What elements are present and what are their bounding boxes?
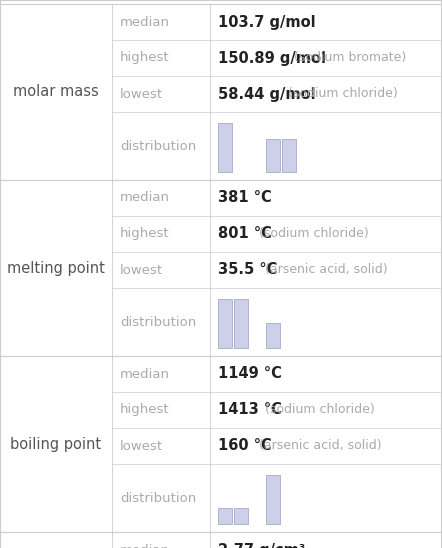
Text: median: median — [120, 544, 170, 548]
Text: (sodium chloride): (sodium chloride) — [259, 227, 369, 241]
Bar — [218, 299, 232, 348]
Text: (arsenic acid, solid): (arsenic acid, solid) — [265, 264, 387, 277]
Text: boiling point: boiling point — [11, 437, 102, 452]
Text: 35.5 °C: 35.5 °C — [218, 262, 278, 277]
Text: lowest: lowest — [120, 88, 163, 100]
Text: lowest: lowest — [120, 439, 163, 453]
Text: molar mass: molar mass — [13, 84, 99, 100]
Text: 1413 °C: 1413 °C — [218, 402, 282, 418]
Text: distribution: distribution — [120, 492, 196, 505]
Text: highest: highest — [120, 52, 170, 65]
Text: lowest: lowest — [120, 264, 163, 277]
Text: 58.44 g/mol: 58.44 g/mol — [218, 87, 316, 101]
Text: distribution: distribution — [120, 140, 196, 152]
Text: median: median — [120, 368, 170, 380]
Text: highest: highest — [120, 227, 170, 241]
Bar — [266, 323, 280, 348]
Text: 801 °C: 801 °C — [218, 226, 272, 242]
Bar — [266, 475, 280, 524]
Text: (sodium chloride): (sodium chloride) — [288, 88, 397, 100]
Text: 150.89 g/mol: 150.89 g/mol — [218, 50, 326, 66]
Bar — [266, 139, 280, 172]
Text: 381 °C: 381 °C — [218, 191, 272, 206]
Text: median: median — [120, 15, 170, 28]
Text: melting point: melting point — [7, 260, 105, 276]
Text: 1149 °C: 1149 °C — [218, 367, 282, 381]
Text: (sodium bromate): (sodium bromate) — [293, 52, 406, 65]
Text: highest: highest — [120, 403, 170, 416]
Text: (sodium chloride): (sodium chloride) — [265, 403, 374, 416]
Text: median: median — [120, 191, 170, 204]
Text: 160 °C: 160 °C — [218, 438, 272, 454]
Text: 2.77 g/cm³: 2.77 g/cm³ — [218, 543, 305, 548]
Text: distribution: distribution — [120, 316, 196, 328]
Bar — [218, 123, 232, 172]
Bar — [234, 299, 248, 348]
Bar — [282, 139, 296, 172]
Text: 103.7 g/mol: 103.7 g/mol — [218, 14, 316, 30]
Bar — [218, 507, 232, 524]
Text: (arsenic acid, solid): (arsenic acid, solid) — [259, 439, 381, 453]
Bar — [234, 507, 248, 524]
